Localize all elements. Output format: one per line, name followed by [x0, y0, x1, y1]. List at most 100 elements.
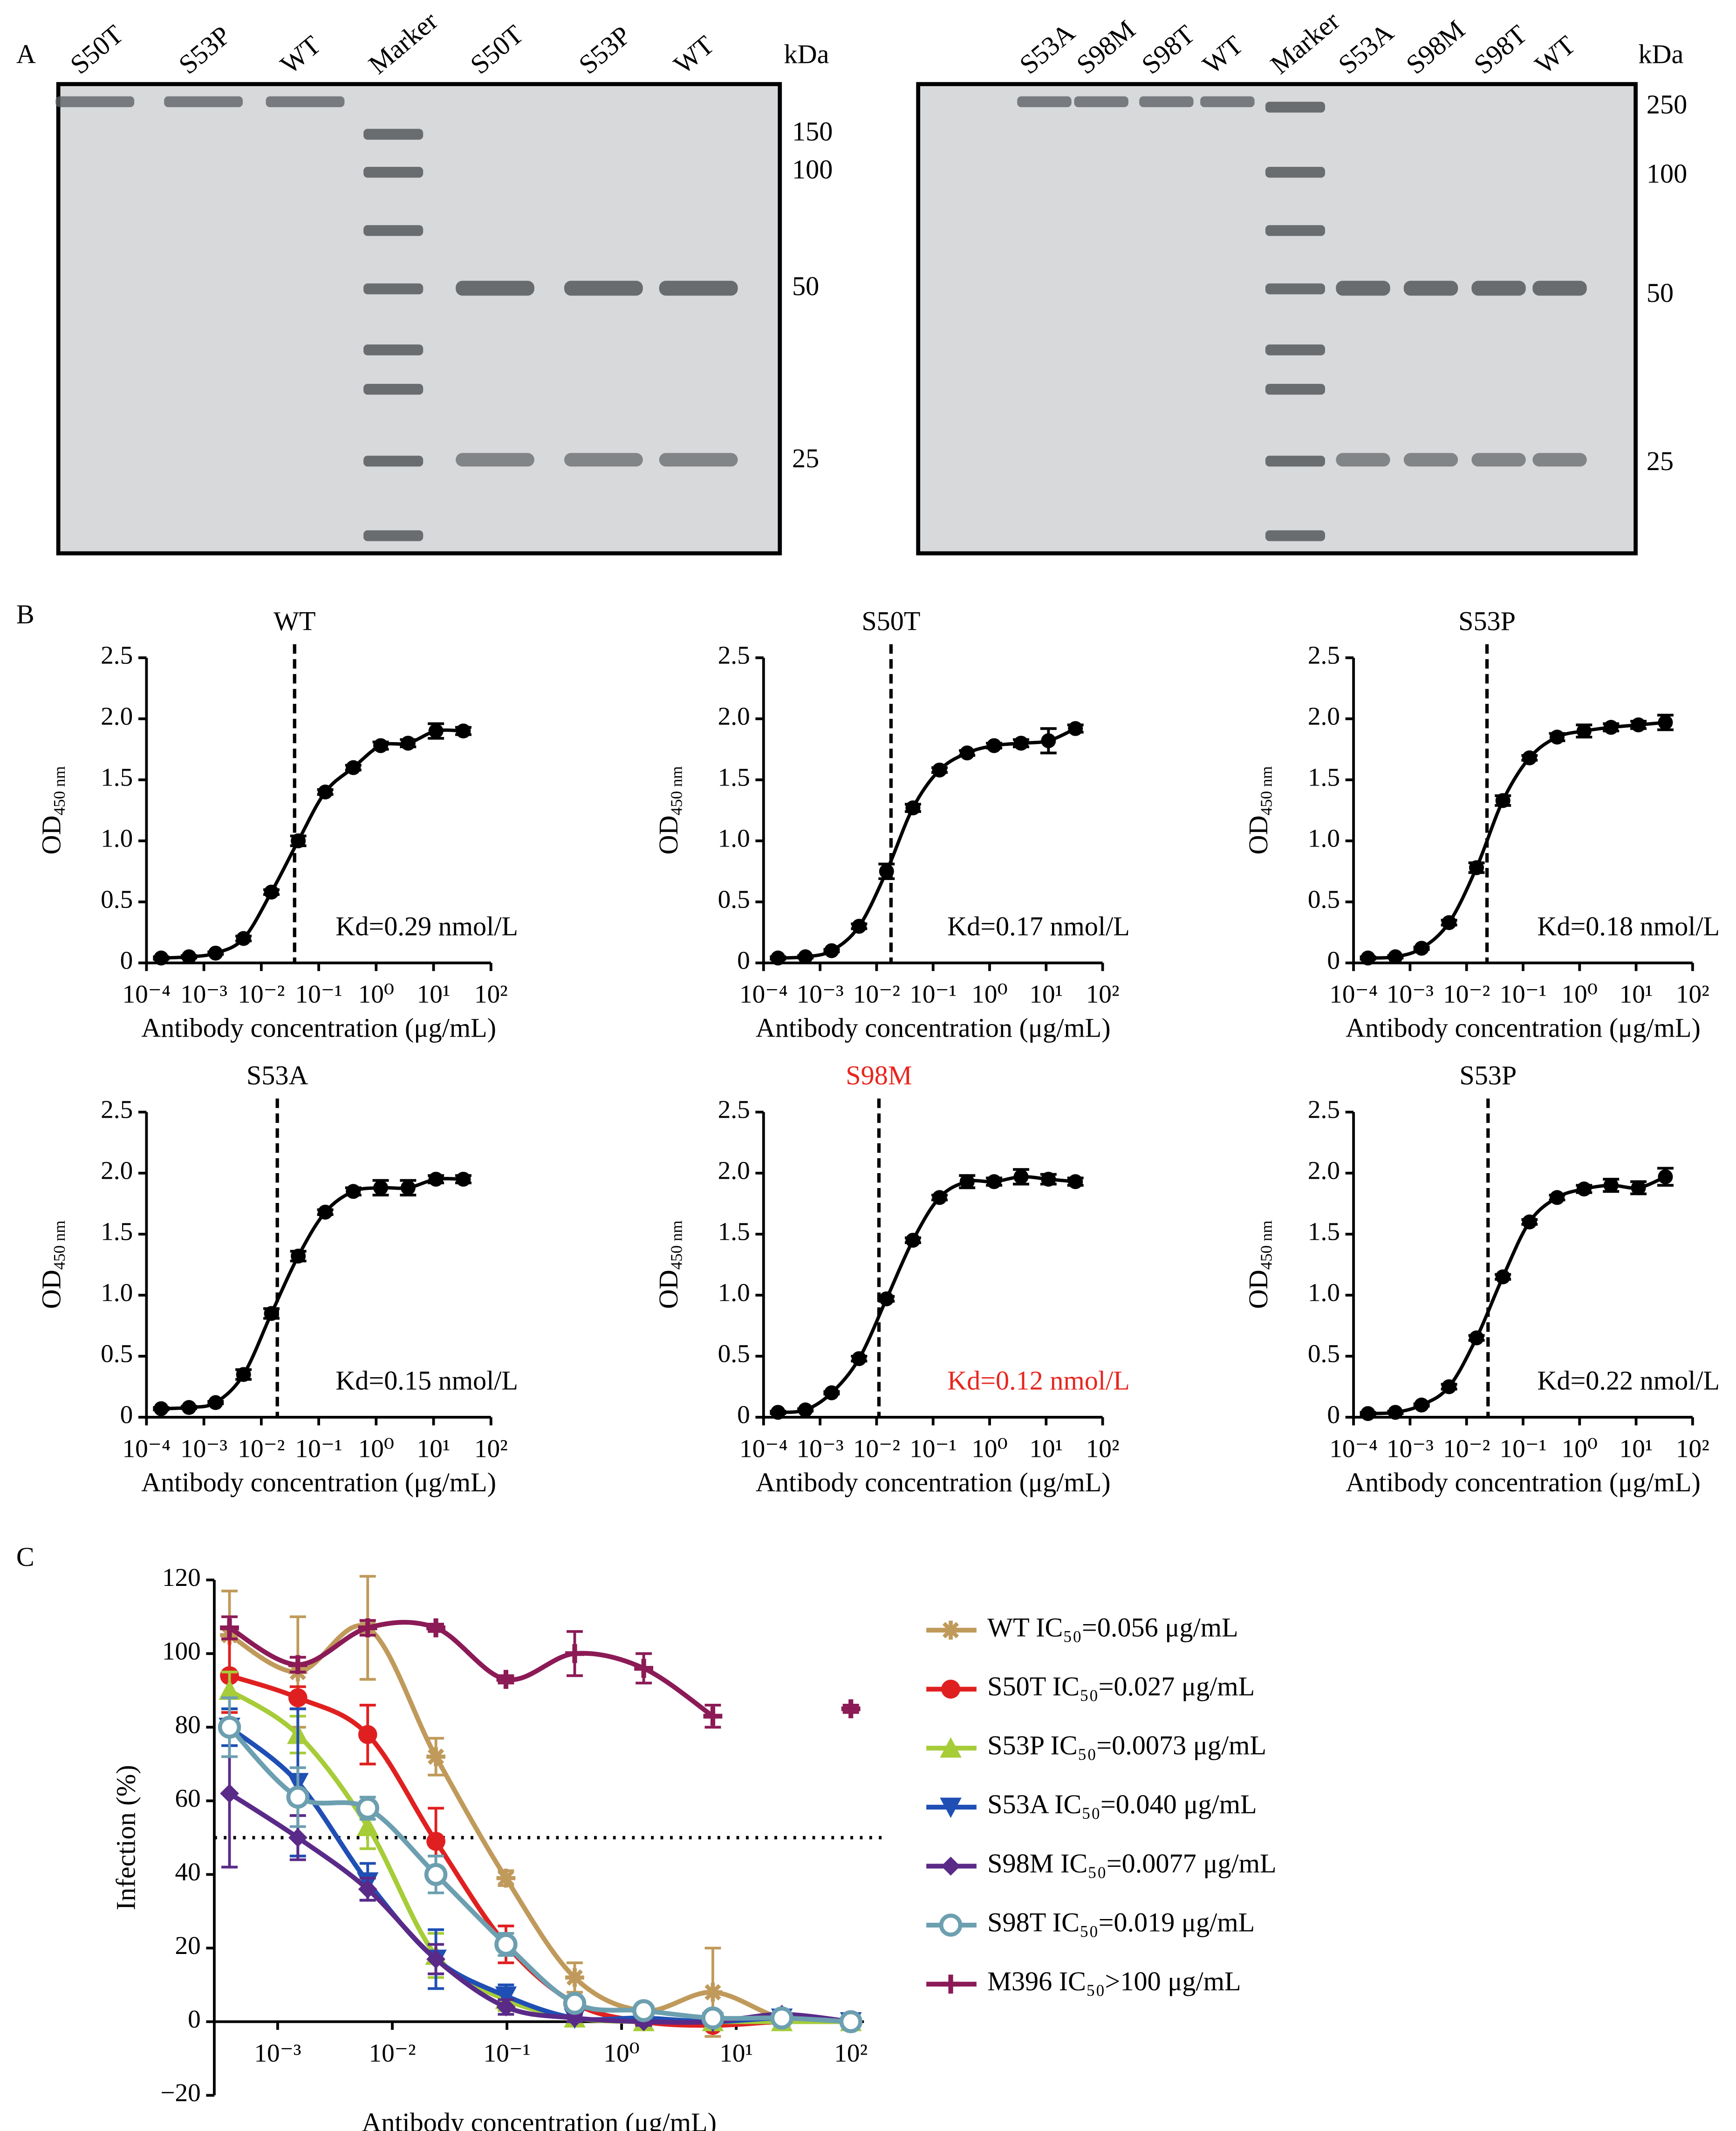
data-point	[494, 1933, 518, 1956]
gel-band	[164, 96, 243, 107]
data-point	[1360, 950, 1376, 966]
chart-title: S53A	[246, 1060, 308, 1091]
x-tick-label: 10⁻³	[797, 980, 844, 1008]
data-point	[798, 949, 813, 964]
y-axis-label: OD450 nm	[1244, 766, 1276, 854]
data-point	[346, 1184, 361, 1199]
lane-label: WT	[274, 30, 326, 80]
data-point	[288, 1688, 308, 1708]
fit-line	[228, 1673, 851, 2028]
data-point	[373, 1180, 389, 1195]
fit-line	[228, 1791, 851, 2025]
y-tick-label: 0.5	[718, 1339, 750, 1368]
x-tick-label: 10¹	[1620, 1434, 1653, 1462]
data-point	[1360, 1406, 1376, 1421]
y-tick-label: 0	[737, 1400, 750, 1429]
x-tick-label: 10⁰	[358, 1434, 394, 1462]
ladder-band	[1265, 344, 1325, 355]
data-point	[1013, 736, 1029, 751]
data-point	[1631, 1180, 1646, 1195]
data-point	[839, 2010, 862, 2034]
x-tick-label: 10⁻⁴	[1329, 980, 1378, 1008]
data-point	[426, 1747, 445, 1766]
chart: 0 0.5 1.0 1.5 2.0 2.5 10⁻⁴ 10⁻³ 10⁻² 10⁻¹ 10⁰ 10¹ 10…	[1244, 606, 1720, 1043]
y-tick-label: 2.5	[101, 641, 133, 669]
data-point	[291, 833, 306, 848]
legend-marker	[939, 1913, 963, 1937]
legend-marker	[940, 1737, 962, 1758]
data-point	[1068, 1174, 1083, 1189]
x-tick-label: 10⁰	[971, 1434, 1007, 1462]
data-point	[770, 950, 786, 966]
data-point	[905, 800, 921, 816]
marker-size: 100	[792, 154, 833, 184]
gel-band	[1074, 96, 1128, 107]
x-tick-label: 10⁰	[1562, 980, 1598, 1008]
data-point	[218, 1715, 241, 1739]
data-point	[632, 1999, 656, 2022]
x-tick-label: 10⁻²	[853, 1434, 900, 1462]
data-point	[288, 1655, 308, 1674]
data-point	[264, 1306, 279, 1321]
annotation: Kd=0.22 nmol/L	[1537, 1366, 1720, 1396]
y-tick-label: 60	[175, 1784, 201, 1812]
y-tick-label: 2.0	[101, 702, 133, 731]
data-point	[1414, 1397, 1429, 1413]
y-tick-label: 2.5	[718, 641, 750, 669]
ladder-band	[363, 344, 424, 355]
legend-label: S98T IC₅₀=0.019 μg/mL	[987, 1907, 1255, 1937]
y-axis-label-subscript: 450 nm	[50, 1221, 68, 1270]
annotation: Kd=0.18 nmol/L	[1537, 911, 1720, 941]
ladder-band	[1265, 456, 1325, 467]
data-point	[932, 1190, 947, 1205]
data-point	[426, 1618, 445, 1638]
y-tick-label: 1.0	[101, 824, 133, 852]
gel-band	[456, 280, 534, 296]
ladder-band	[363, 530, 424, 541]
y-tick-label: 80	[175, 1710, 201, 1739]
data-point	[356, 1816, 379, 1837]
data-point	[1068, 721, 1083, 736]
x-axis-label: Antibody concentration (μg/mL)	[756, 1013, 1111, 1043]
x-tick-label: 10¹	[417, 980, 451, 1008]
y-tick-label: 2.5	[101, 1095, 133, 1124]
y-axis-label-subscript: 450 nm	[50, 766, 68, 815]
data-point	[1387, 949, 1403, 964]
y-tick-label: 1.5	[101, 763, 133, 791]
data-point	[236, 931, 251, 946]
x-axis-label: Antibody concentration (μg/mL)	[141, 1467, 496, 1497]
data-point	[565, 1968, 584, 1987]
x-axis-label: Antibody concentration (μg/mL)	[362, 2107, 717, 2131]
y-tick-label: 120	[162, 1563, 201, 1591]
ladder-band	[1265, 283, 1325, 294]
x-tick-label: 10⁻⁴	[739, 1434, 788, 1462]
unit-label: kDa	[784, 39, 829, 69]
x-tick-label: 10⁻⁴	[1329, 1434, 1378, 1462]
data-point	[288, 1828, 308, 1847]
data-point	[373, 738, 389, 753]
data-point	[986, 1174, 1002, 1189]
data-point	[932, 762, 947, 778]
legend-label: M396 IC₅₀>100 μg/mL	[987, 1966, 1241, 1996]
ladder-band	[363, 456, 424, 467]
x-tick-label: 10⁻⁴	[122, 1434, 171, 1462]
data-point	[496, 1670, 516, 1689]
gel-image	[916, 82, 1638, 556]
x-tick-label: 10⁻²	[1443, 1434, 1490, 1462]
data-point	[1041, 1172, 1056, 1187]
ladder-band	[1265, 530, 1325, 541]
legend-label: S53P IC₅₀=0.0073 μg/mL	[987, 1730, 1266, 1761]
lane-label: S98T	[1468, 19, 1532, 80]
y-axis-label-main: Infection (%)	[111, 1765, 141, 1910]
lane-label: S98M	[1400, 14, 1470, 80]
data-point	[1576, 724, 1592, 739]
x-tick-label: 10⁻³	[180, 980, 227, 1008]
ladder-band	[363, 167, 424, 178]
legend-marker	[941, 1857, 960, 1876]
data-point	[703, 1707, 723, 1726]
y-tick-label: 20	[175, 1931, 201, 1960]
x-tick-label: 10¹	[719, 2039, 753, 2067]
data-point	[986, 738, 1002, 753]
legend-marker	[941, 1680, 960, 1699]
